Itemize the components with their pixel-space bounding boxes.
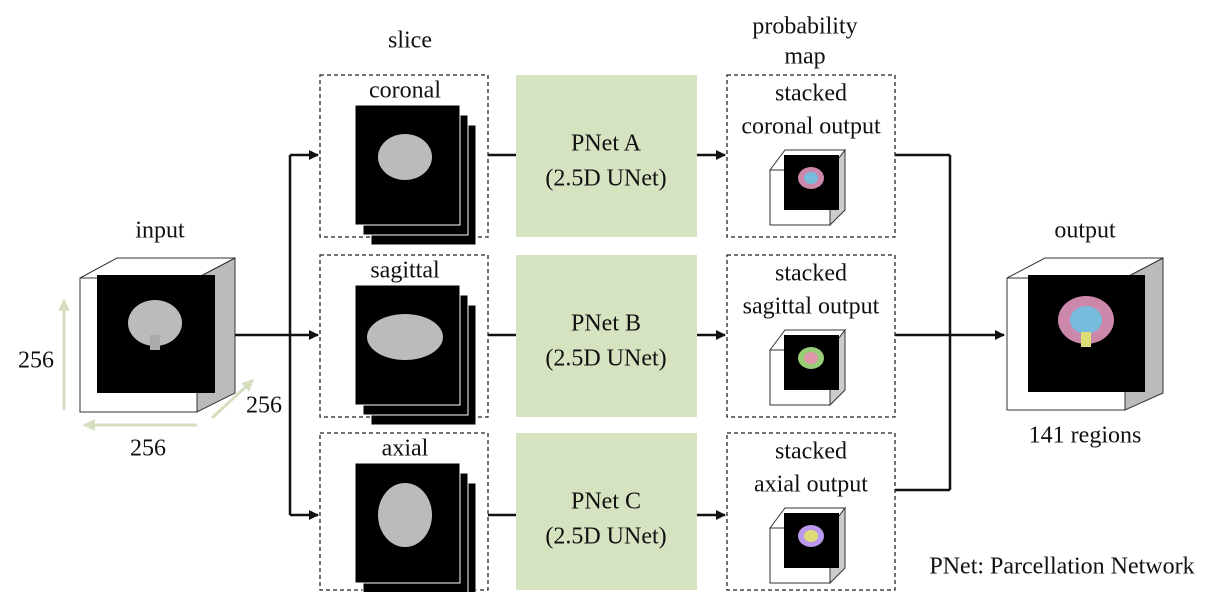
output-label: sagittal output — [743, 294, 880, 320]
network-name: PNet B — [571, 311, 641, 337]
label: 141 regions — [1029, 423, 1142, 449]
output-label: coronal output — [741, 114, 881, 140]
network-name: PNet C — [571, 489, 641, 515]
brain — [804, 352, 818, 364]
network-model: (2.5D UNet) — [545, 346, 666, 372]
network-name: PNet A — [571, 131, 642, 157]
brain — [378, 483, 432, 547]
heading: map — [784, 44, 825, 70]
network-box — [516, 255, 697, 417]
label: output — [1054, 218, 1116, 244]
brain — [804, 530, 818, 542]
output-label: stacked — [775, 81, 847, 107]
output-volume — [1006, 257, 1164, 411]
network-box — [516, 433, 697, 590]
dim-label: 256 — [18, 348, 54, 374]
slice-label: axial — [382, 436, 429, 462]
network-model: (2.5D UNet) — [545, 524, 666, 550]
probability-box — [726, 254, 896, 418]
probability-box — [726, 74, 896, 238]
dim-arrow — [210, 378, 255, 420]
network-model: (2.5D UNet) — [545, 166, 666, 192]
dim-label: 256 — [246, 393, 282, 419]
brain — [804, 172, 818, 184]
legend: PNet: Parcellation Network — [929, 554, 1194, 580]
output-label: axial output — [754, 472, 868, 498]
input-volume — [79, 257, 236, 413]
network-box — [516, 75, 697, 237]
heading: probability — [752, 14, 857, 40]
heading: slice — [388, 28, 432, 54]
output-label: stacked — [775, 261, 847, 287]
connectors — [235, 150, 1005, 520]
probability-box — [726, 432, 896, 591]
brain — [367, 314, 443, 360]
dim-label: 256 — [130, 436, 166, 462]
brain — [378, 134, 432, 180]
slice-label: sagittal — [370, 258, 440, 284]
slice-label: coronal — [369, 78, 441, 104]
label: input — [135, 218, 185, 244]
output-label: stacked — [775, 439, 847, 465]
